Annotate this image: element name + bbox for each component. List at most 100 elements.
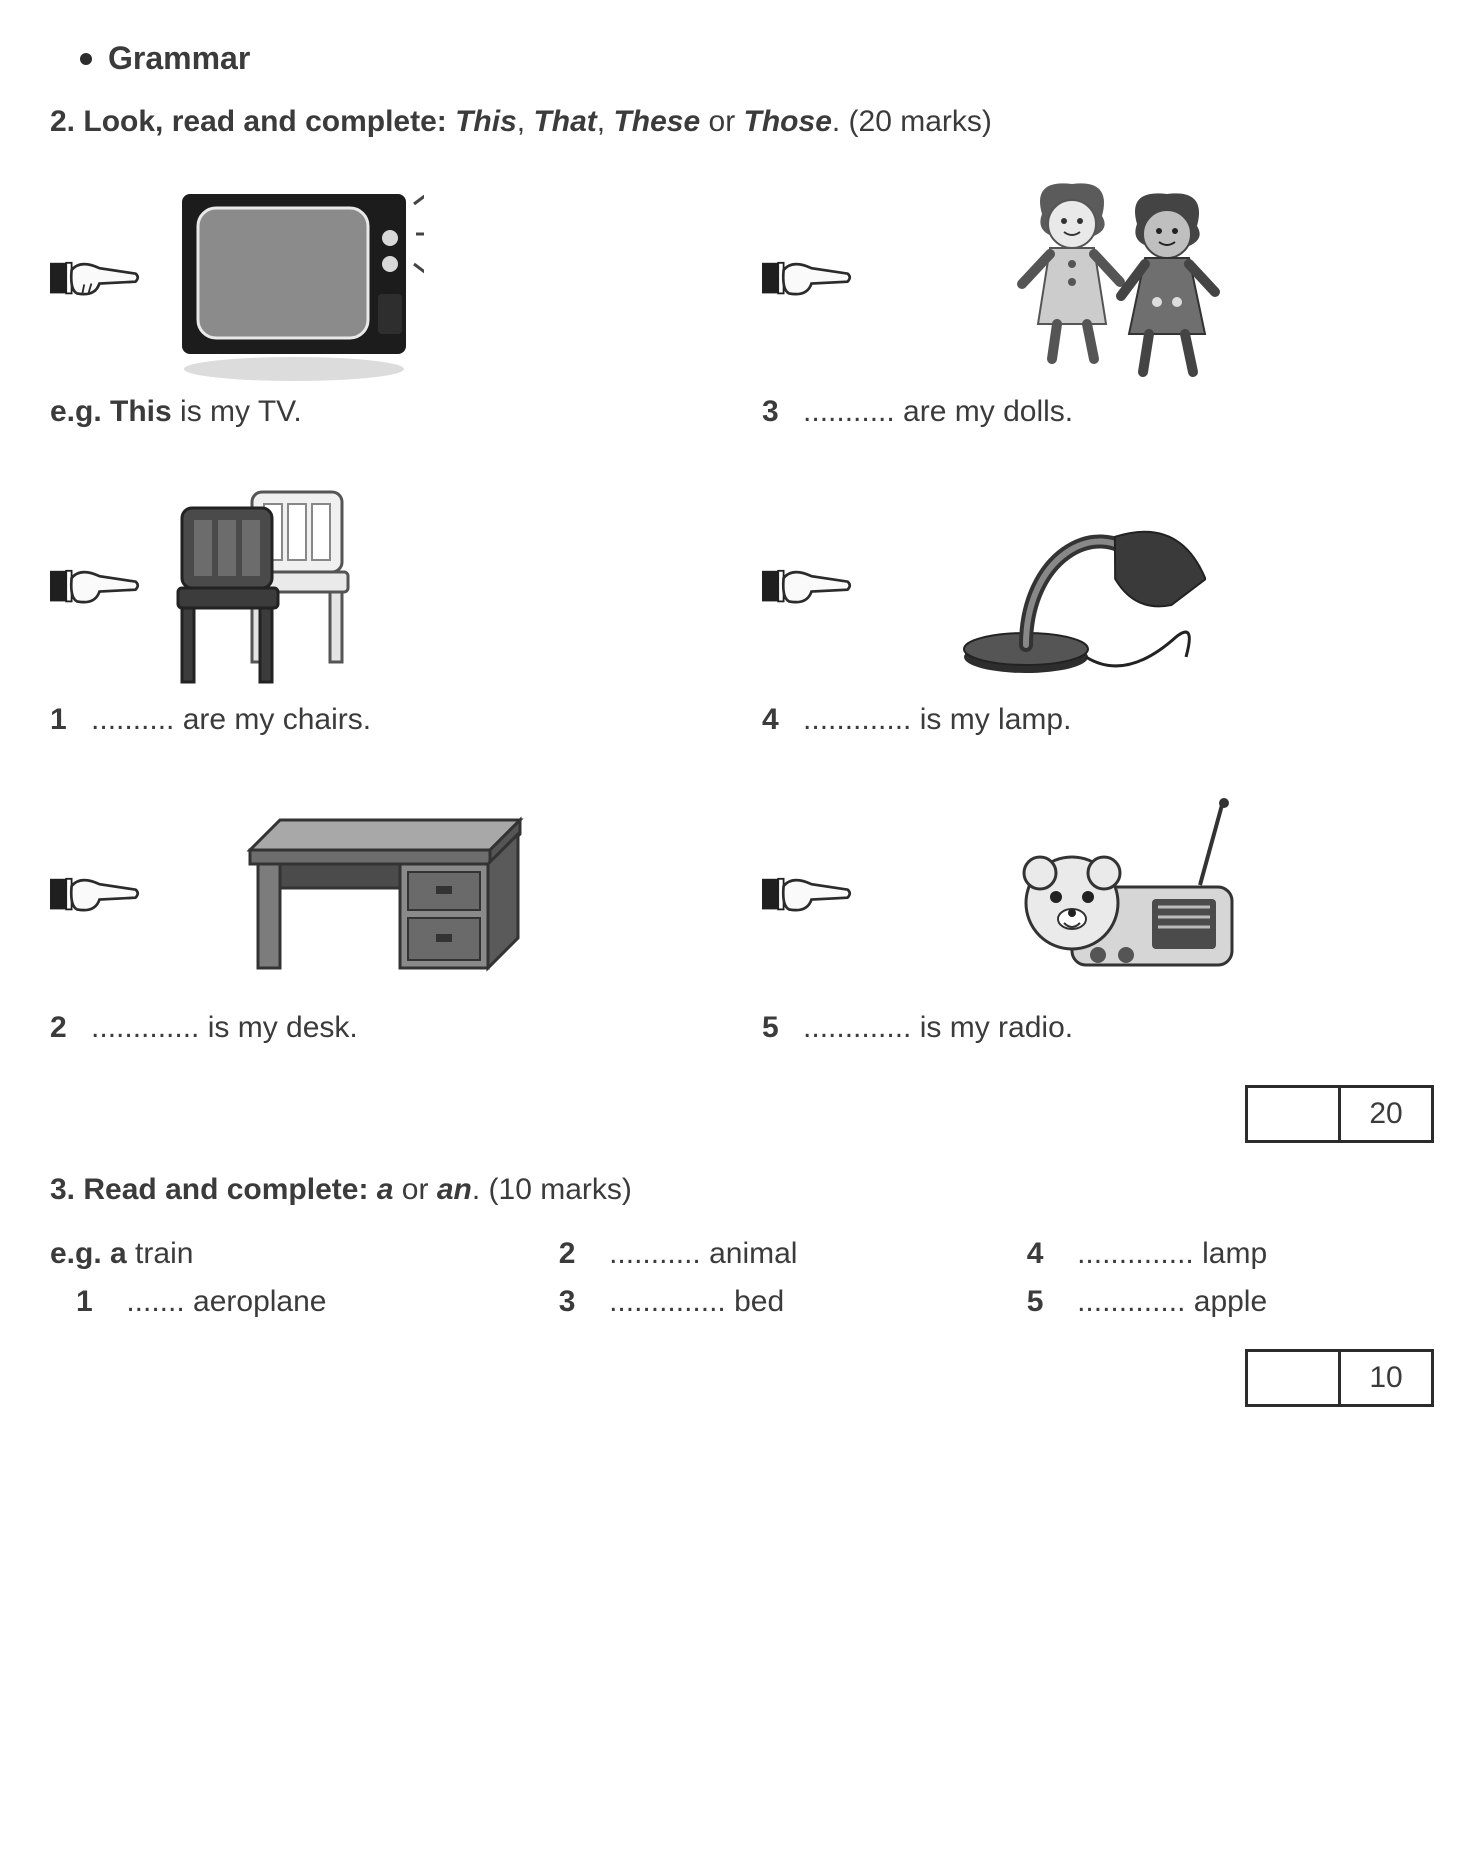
q2-join-2: , (597, 105, 614, 138)
q2-1-rest: are my chairs. (174, 703, 371, 736)
q2-caption-3: 3 ........... are my dolls. (762, 395, 1434, 429)
pointing-hand-icon (50, 868, 140, 922)
q2-3-rest: are my dolls. (895, 395, 1073, 428)
q2-text-1: Look, read and complete: (83, 105, 455, 138)
q3-5-word: apple (1185, 1285, 1267, 1318)
pointing-hand-icon (50, 252, 140, 306)
q2-cell-2: 2 ............. is my desk. (50, 785, 722, 1075)
q3-eg-label: e.g. (50, 1237, 102, 1270)
q3-item-4: 4 .............. lamp (1027, 1237, 1434, 1271)
q2-pic-eg (50, 169, 722, 389)
q3-score-blank (1248, 1352, 1338, 1404)
q3-score-box: 10 (1245, 1349, 1434, 1407)
q2-cell-5: 5 ............. is my radio. (762, 785, 1434, 1075)
q2-2-rest: is my desk. (199, 1011, 357, 1044)
q3-header: 3. Read and complete: a or an. (10 marks… (50, 1173, 1434, 1207)
q2-5-rest: is my radio. (911, 1011, 1073, 1044)
q2-4-dots: ............. (803, 703, 911, 736)
q2-3-label: 3 (762, 395, 779, 428)
q2-italic-4: Those (744, 105, 832, 138)
q3-2-label: 2 (559, 1237, 601, 1271)
q2-4-label: 4 (762, 703, 779, 736)
q2-cell-4: 4 ............. is my lamp. (762, 477, 1434, 767)
q2-italic-2: That (533, 105, 596, 138)
q3-number: 3. (50, 1173, 75, 1206)
q2-score-blank (1248, 1088, 1338, 1140)
q3-3-word: bed (726, 1285, 784, 1318)
q2-score-row: 20 (50, 1085, 1434, 1143)
desk-icon (230, 800, 530, 990)
q3-score-value: 10 (1338, 1352, 1431, 1404)
q2-1-label: 1 (50, 703, 67, 736)
q3-5-dots: ............. (1077, 1285, 1185, 1318)
q2-1-dots: .......... (91, 703, 174, 736)
q3-4-label: 4 (1027, 1237, 1069, 1271)
q3-text-1: Read and complete: (83, 1173, 376, 1206)
pointing-hand-icon (50, 560, 140, 614)
q3-item-1: 1 ....... aeroplane (50, 1285, 539, 1319)
q3-score-row: 10 (50, 1349, 1434, 1407)
chairs-icon (164, 482, 384, 692)
q2-score-value: 20 (1338, 1088, 1431, 1140)
q2-eg-rest: is my TV. (172, 395, 302, 428)
q2-caption-1: 1 .......... are my chairs. (50, 703, 722, 737)
q3-eg: e.g. a train (50, 1237, 539, 1271)
q2-5-label: 5 (762, 1011, 779, 1044)
q2-2-dots: ............. (91, 1011, 199, 1044)
q3-2-word: animal (701, 1237, 798, 1270)
q2-5-dots: ............. (803, 1011, 911, 1044)
q2-join-3: or (700, 105, 743, 138)
q3-1-label: 1 (76, 1285, 118, 1319)
q2-pic-2 (50, 785, 722, 1005)
q2-after: . (20 marks) (832, 105, 992, 138)
pointing-hand-icon (762, 868, 852, 922)
q3-eg-bold: a (110, 1237, 127, 1270)
q2-pic-5 (762, 785, 1434, 1005)
q2-cell-1: 1 .......... are my chairs. (50, 477, 722, 767)
q3-italic-2: an (437, 1173, 472, 1206)
pointing-hand-icon (762, 560, 852, 614)
pointing-hand-icon (762, 252, 852, 306)
q2-caption-2: 2 ............. is my desk. (50, 1011, 722, 1045)
radio-icon (1002, 795, 1262, 995)
q2-eg-label: e.g. (50, 395, 102, 428)
q3-4-word: lamp (1194, 1237, 1267, 1270)
q3-5-label: 5 (1027, 1285, 1069, 1319)
q2-caption-5: 5 ............. is my radio. (762, 1011, 1434, 1045)
q3-item-5: 5 ............. apple (1027, 1285, 1434, 1319)
q3-eg-word: train (127, 1237, 194, 1270)
q3-1-word: aeroplane (185, 1285, 327, 1318)
q3-after: . (10 marks) (472, 1173, 632, 1206)
q2-italic-1: This (455, 105, 517, 138)
q3-item-3: 3 .............. bed (559, 1285, 1007, 1319)
lamp-icon (876, 487, 1206, 687)
section-title: Grammar (108, 40, 250, 77)
q2-pic-1 (50, 477, 722, 697)
q2-cell-3: 3 ........... are my dolls. (762, 169, 1434, 459)
q2-grid: e.g. This is my TV. (50, 169, 1434, 1075)
q2-italic-3: These (613, 105, 700, 138)
q2-cell-eg: e.g. This is my TV. (50, 169, 722, 459)
q3-grid: e.g. a train 2 ........... animal 4 ....… (50, 1237, 1434, 1319)
q2-caption-4: 4 ............. is my lamp. (762, 703, 1434, 737)
q3-1-dots: ....... (126, 1285, 184, 1318)
q2-pic-3 (762, 169, 1434, 389)
q2-join-1: , (517, 105, 534, 138)
dolls-icon (1002, 174, 1232, 384)
q3-italic-1: a (377, 1173, 394, 1206)
q3-item-2: 2 ........... animal (559, 1237, 1007, 1271)
q2-number: 2. (50, 105, 75, 138)
q3-3-dots: .............. (609, 1285, 726, 1318)
section-bullet-row: Grammar (80, 40, 1434, 77)
q2-eg-bold: This (110, 395, 172, 428)
q2-3-dots: ........... (803, 395, 895, 428)
tv-icon (164, 174, 424, 384)
q2-caption-eg: e.g. This is my TV. (50, 395, 722, 429)
q3-2-dots: ........... (609, 1237, 701, 1270)
q2-pic-4 (762, 477, 1434, 697)
q2-score-box: 20 (1245, 1085, 1434, 1143)
q3-4-dots: .............. (1077, 1237, 1194, 1270)
q3-3-label: 3 (559, 1285, 601, 1319)
q2-4-rest: is my lamp. (911, 703, 1071, 736)
bullet-icon (80, 53, 92, 65)
